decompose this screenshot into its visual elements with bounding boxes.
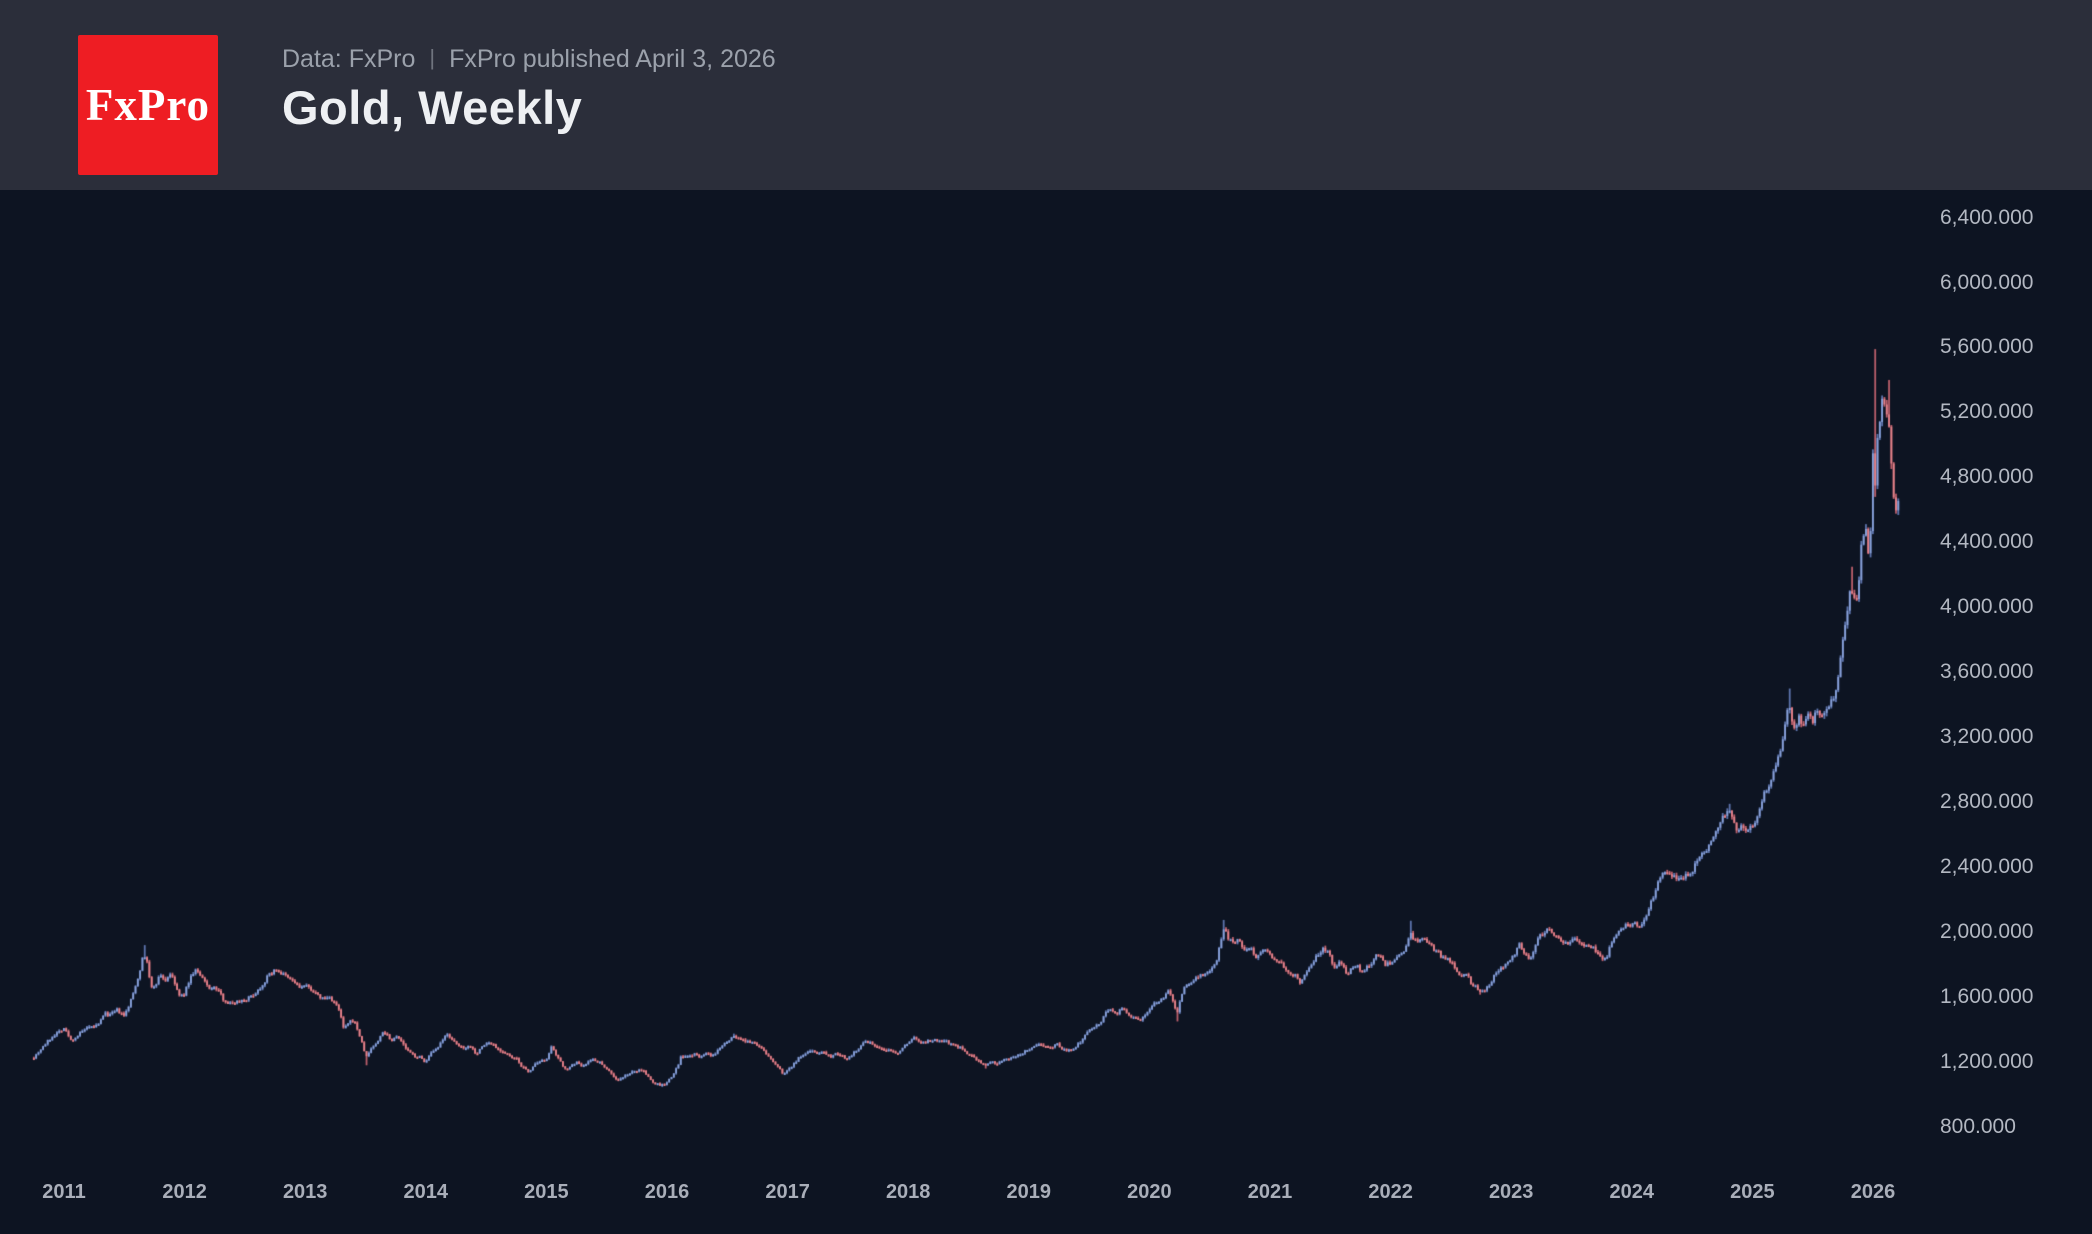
x-axis-label: 2021	[1247, 1181, 1293, 1203]
x-axis-label: 2022	[1368, 1181, 1413, 1203]
fxpro-logo: FxPro	[78, 35, 218, 175]
x-axis-label: 2023	[1488, 1181, 1534, 1203]
published-label: FxPro published April 3, 2026	[449, 45, 776, 73]
x-axis-label: 2013	[282, 1181, 328, 1203]
x-axis-label: 2024	[1609, 1181, 1655, 1203]
header-text-block: Data: FxPro | FxPro published April 3, 2…	[282, 44, 776, 136]
data-source-label: Data: FxPro	[282, 45, 416, 73]
x-axis-label: 2017	[765, 1181, 810, 1203]
time-scale[interactable]: 2011 2012 2013 2014 2015 2016 2017 2018 2019 2020…	[0, 190, 2092, 1234]
separator: |	[429, 45, 436, 70]
x-axis-label: 2016	[644, 1181, 690, 1203]
x-axis-label: 2011	[42, 1181, 86, 1203]
fxpro-logo-text: FxPro	[85, 80, 211, 130]
x-axis-label: 2012	[162, 1181, 207, 1203]
x-axis-label: 2018	[885, 1181, 931, 1203]
chart-source-line: Data: FxPro | FxPro published April 3, 2…	[282, 44, 776, 74]
x-axis-label: 2014	[403, 1181, 449, 1203]
x-axis-label: 2026	[1850, 1181, 1896, 1203]
x-axis-label: 2020	[1127, 1181, 1172, 1203]
chart-area: 6,400.000 6,000.000 5,600.000 5,200.000 4,80…	[0, 190, 2092, 1234]
candlestick-canvas[interactable]	[0, 190, 2092, 1234]
x-axis-label: 2015	[524, 1181, 569, 1203]
x-axis-label: 2025	[1730, 1181, 1775, 1203]
x-axis-label: 2019	[1006, 1181, 1052, 1203]
header-bar: FxPro Data: FxPro | FxPro published Apri…	[0, 0, 2092, 190]
chart-title: Gold, Weekly	[282, 81, 583, 134]
